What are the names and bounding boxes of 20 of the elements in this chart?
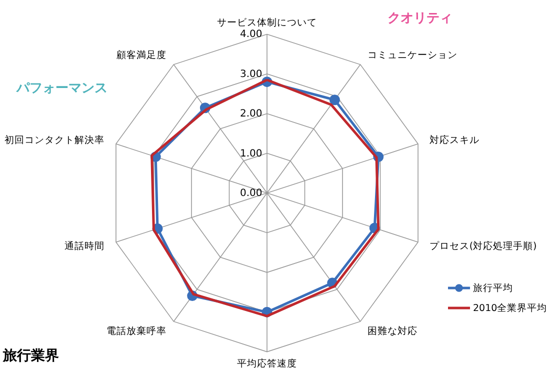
y-tick-label: 0.00 [240, 188, 262, 199]
text: パフォーマンス [16, 81, 108, 96]
spoke-label: 顧客満足度 [116, 48, 167, 61]
y-tick-label: 2.00 [240, 108, 262, 120]
spoke-label: プロセス(対応処理手順) [429, 240, 537, 252]
text: 旅行業界 [2, 348, 59, 364]
y-tick-label: 1.00 [240, 148, 262, 160]
legend-label: 2010全業界平均 [473, 302, 548, 314]
spoke-label: 電話放棄呼率 [106, 325, 167, 338]
spoke-label: 困難な対応 [367, 325, 418, 338]
spoke-label: サービス体制について [217, 16, 317, 28]
spoke-label: 初回コンタクト解決率 [4, 134, 105, 146]
spoke-label: 平均応答速度 [237, 358, 297, 370]
y-tick-label: 4.00 [240, 29, 262, 40]
y-tick-label: 3.00 [240, 68, 262, 80]
spoke-label: 通話時間 [64, 240, 105, 252]
spoke-label: 対応スキル [429, 134, 480, 146]
legend-label: 旅行平均 [473, 282, 513, 294]
spoke-label: コミュニケーション [367, 50, 458, 61]
text: クオリティ [388, 11, 452, 26]
